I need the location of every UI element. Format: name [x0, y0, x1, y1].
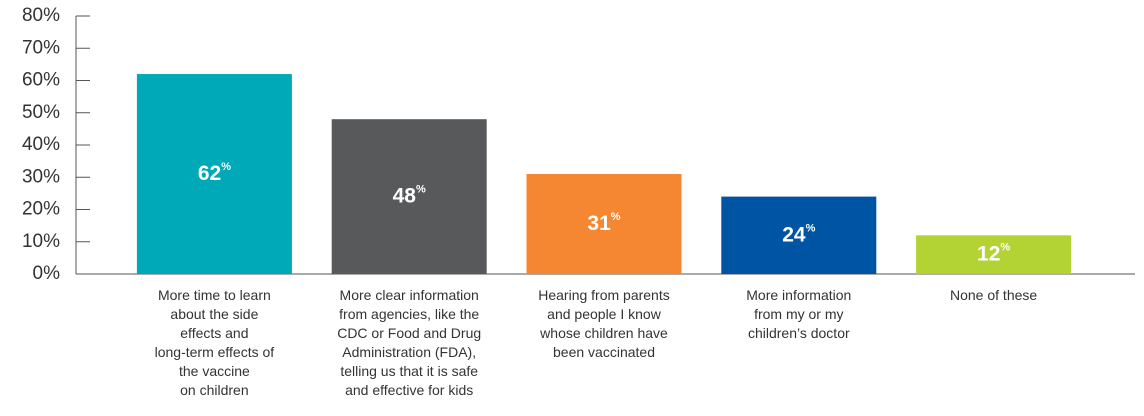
y-tick-label: 40% [22, 134, 60, 155]
y-tick-label: 70% [22, 37, 60, 58]
value-label: 48% [393, 184, 426, 208]
y-tick-label: 60% [22, 70, 60, 91]
value-label: 24% [782, 222, 815, 246]
value-label: 31% [587, 211, 620, 235]
x-tick-label: Hearing from parents and people I know w… [538, 287, 670, 360]
value-label: 12% [977, 242, 1010, 266]
y-tick-label: 10% [22, 231, 60, 252]
x-tick-label: More information from my or my children’… [746, 287, 852, 341]
y-tick-label: 30% [22, 166, 60, 187]
x-tick-label: More clear information from agencies, li… [337, 287, 482, 398]
x-tick-label: None of these [950, 287, 1038, 303]
bar [721, 196, 877, 274]
bar [916, 235, 1072, 274]
y-tick-label: 0% [33, 263, 61, 284]
y-tick-label: 50% [22, 102, 60, 123]
value-label: 62% [198, 161, 231, 185]
y-tick-label: 80% [22, 5, 60, 26]
bar [526, 174, 682, 274]
y-tick-label: 20% [22, 199, 60, 220]
bar [136, 74, 292, 274]
x-tick-label: More time to learn about the side effect… [154, 287, 275, 398]
bar [331, 119, 487, 274]
